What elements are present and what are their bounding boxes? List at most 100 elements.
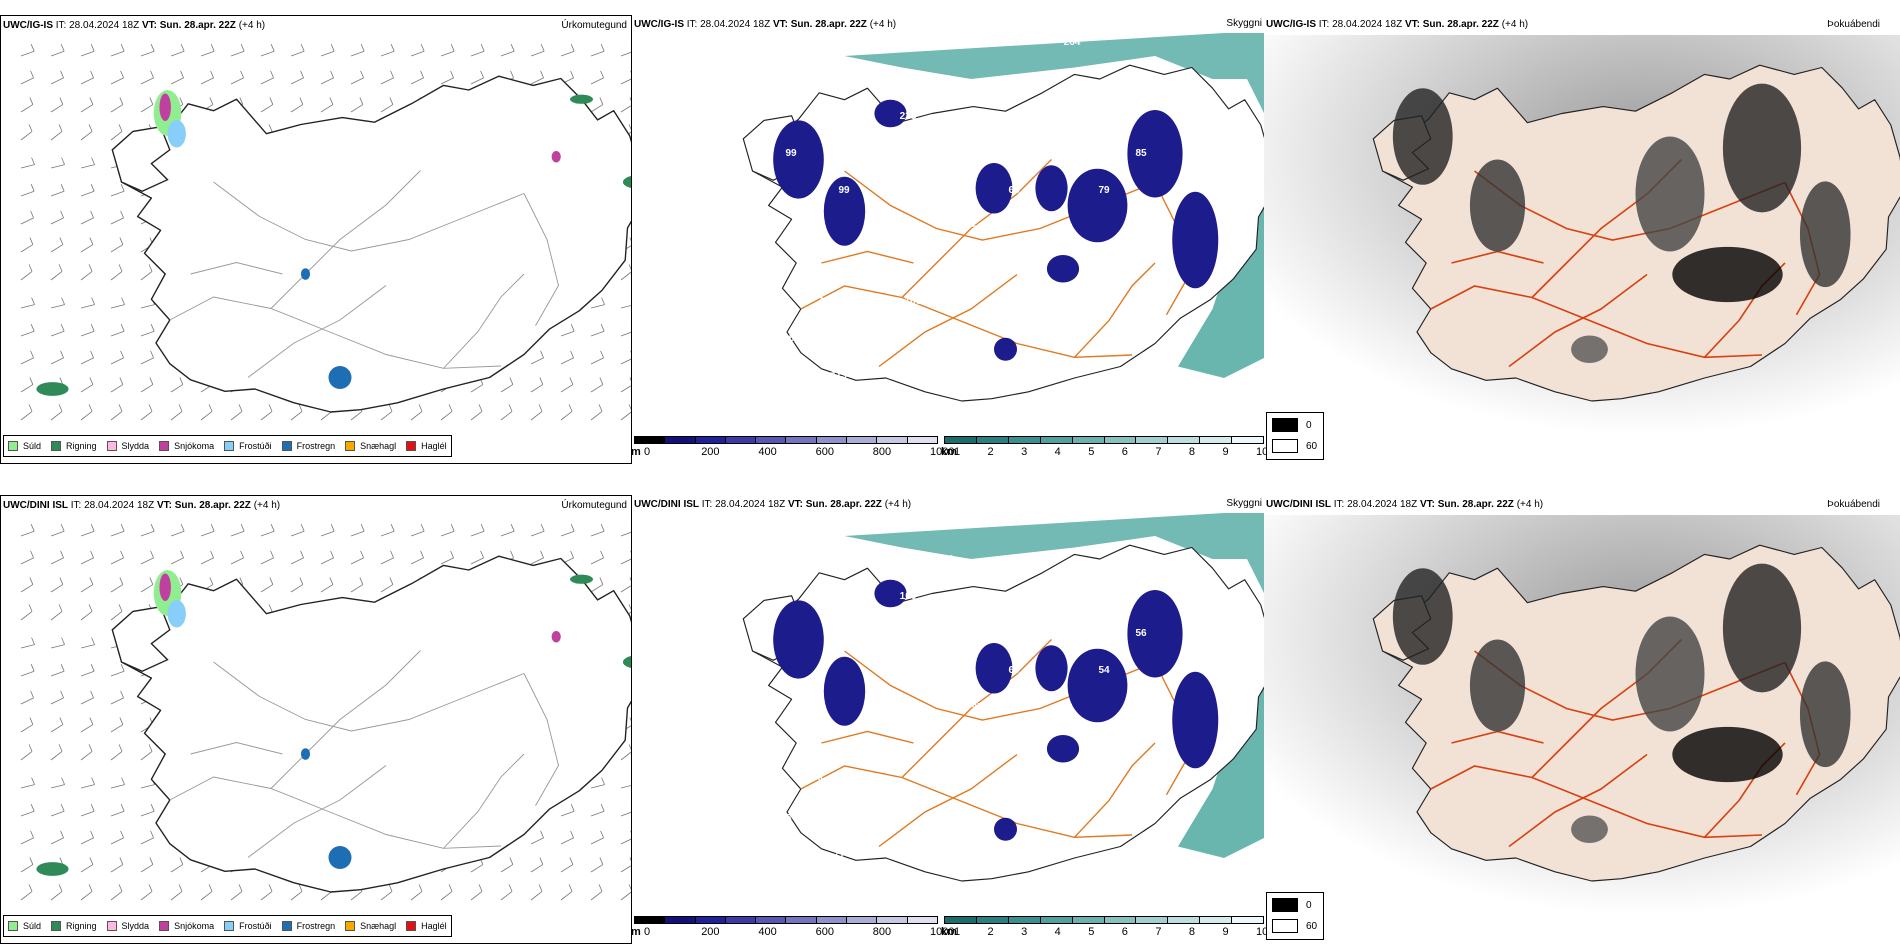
- colorbar-swatch: [1104, 437, 1137, 443]
- wind-barb: [620, 358, 631, 365]
- wind-barb: [530, 50, 545, 57]
- wind-barb-feather: [120, 70, 124, 79]
- wind-barb-feather: [538, 404, 543, 412]
- wind-barb: [590, 584, 604, 593]
- wind-barb-feather: [119, 97, 124, 105]
- wind-barb: [140, 384, 154, 393]
- precip-blob: [300, 268, 311, 280]
- wind-barb-feather: [59, 857, 64, 865]
- colorbar-tick-label: 1: [954, 446, 961, 458]
- wind-barb-feather: [90, 70, 94, 79]
- wind-barb-feather: [388, 404, 393, 412]
- wind-barb: [230, 891, 243, 901]
- ceiling-value-label: 78: [1082, 111, 1094, 122]
- wind-barb: [20, 330, 35, 337]
- colorbar-swatch: [847, 437, 878, 443]
- ceiling-value-label: 56: [1135, 628, 1147, 639]
- wind-barb-feather: [28, 744, 33, 752]
- wind-barb: [140, 50, 155, 57]
- wind-barb: [470, 530, 485, 537]
- wind-barb: [620, 785, 631, 789]
- variable-name: Úrkomutegund: [561, 20, 627, 31]
- wind-barb: [80, 810, 95, 817]
- wind-barb: [590, 77, 604, 85]
- wind-barb-feather: [90, 550, 94, 559]
- colorbar-swatch: [1200, 437, 1233, 443]
- ceiling-value-label: 99: [785, 148, 797, 159]
- colorbar-tick-label: 5: [1088, 926, 1095, 938]
- wind-barb: [230, 557, 244, 565]
- wind-barb: [530, 891, 543, 901]
- colorbar-swatch: [877, 437, 908, 443]
- ceiling-area: [1127, 110, 1183, 198]
- ceiling-value-label: 82: [1061, 702, 1073, 713]
- wind-barb: [20, 50, 35, 57]
- wind-barb: [590, 384, 604, 393]
- wind-barb: [140, 837, 154, 845]
- wind-barb-feather: [60, 350, 64, 359]
- ceiling-value-label: 86: [854, 259, 866, 270]
- fog-area: [1672, 246, 1783, 303]
- colorbar-swatch: [976, 437, 1009, 443]
- legend-item: Súld: [8, 921, 41, 931]
- legend-item: Súld: [8, 441, 41, 451]
- wind-barb-feather: [61, 157, 65, 165]
- wind-barb-feather: [60, 830, 64, 839]
- ceiling-value-label: 44: [812, 591, 824, 602]
- wind-barb: [260, 50, 275, 57]
- wind-barb: [230, 411, 243, 421]
- precip-blob: [159, 573, 171, 602]
- wind-barb: [590, 330, 605, 337]
- wind-barb: [320, 891, 333, 901]
- ceiling-area: [1046, 734, 1080, 763]
- ceiling-value-label: 121: [1080, 591, 1097, 602]
- wind-barb: [590, 357, 604, 365]
- wind-barb-feather: [570, 324, 575, 332]
- colorbar-swatch: [1040, 917, 1073, 923]
- wind-barb-feather: [360, 524, 365, 532]
- wind-barb: [110, 724, 124, 733]
- wind-barb: [20, 891, 33, 901]
- colorbar-swatch: [816, 917, 848, 923]
- wind-barb: [290, 104, 304, 113]
- wind-barb-feather: [120, 350, 124, 359]
- legend-item: Frostregn: [281, 441, 335, 451]
- wind-barb: [110, 384, 124, 393]
- wind-barb: [350, 557, 364, 565]
- wind-barb-feather: [570, 804, 575, 812]
- wind-barb: [80, 530, 95, 537]
- colorbar-ticks: 0 200 400 600 800 1000: [634, 444, 954, 458]
- wind-barb-feather: [569, 377, 574, 385]
- colorbar-swatch: [1200, 917, 1233, 923]
- legend-item: Snæhagl: [345, 441, 396, 451]
- fog-high-swatch: [1272, 439, 1298, 453]
- ceiling-value-label: 43: [944, 259, 956, 270]
- wind-barb-feather: [59, 577, 64, 585]
- wind-barb: [620, 331, 631, 337]
- wind-barb: [20, 697, 34, 705]
- colorbar-ticks: 0 200 400 600 800 1000: [634, 924, 954, 938]
- wind-barb: [50, 530, 65, 537]
- wind-barb-feather: [510, 70, 514, 79]
- cloud-ceiling-visibility-map-dini: UWC/DINI ISL IT: 28.04.2024 18Z VT: Sun.…: [632, 495, 1264, 944]
- wind-barb-feather: [58, 744, 63, 752]
- wind-barb: [320, 104, 334, 113]
- wind-barb-feather: [31, 297, 35, 305]
- wind-barb: [560, 330, 575, 337]
- wind-barb: [50, 271, 63, 281]
- wind-barb: [170, 891, 183, 901]
- ceiling-value-label: 108: [921, 370, 938, 381]
- legend-item: Frostregn: [281, 921, 335, 931]
- ceiling-value-label: 59: [812, 111, 824, 122]
- wind-barb-feather: [88, 404, 93, 412]
- wind-barb: [500, 384, 514, 393]
- visibility-colorbar: km 1 2 3 4 5 6 7 8 9 10: [941, 436, 1268, 468]
- wind-barb: [350, 50, 365, 57]
- fog-low-swatch: [1272, 898, 1298, 912]
- wind-barb-feather: [150, 70, 154, 79]
- wind-barb-feather: [58, 264, 63, 272]
- ceiling-value-label: 265: [953, 148, 970, 159]
- ceiling-value-label: 63: [976, 37, 988, 48]
- ceiling-value-label: 88: [992, 111, 1004, 122]
- wind-barb-feather: [29, 237, 34, 245]
